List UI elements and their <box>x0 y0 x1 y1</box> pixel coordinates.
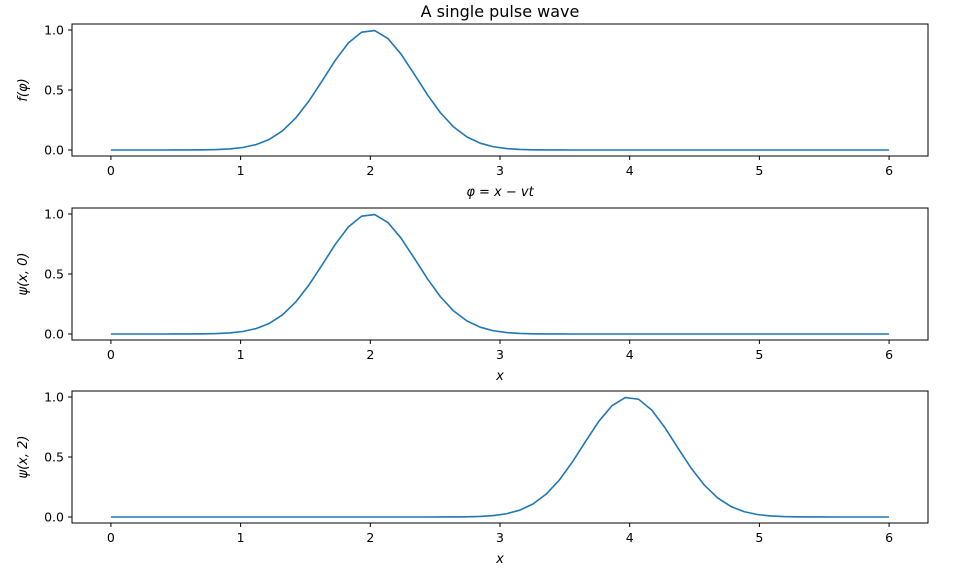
y-tick-label: 1.0 <box>44 390 64 405</box>
x-tick-label: 0 <box>107 347 115 362</box>
chart-panel-2: 0 1 2 3 4 5 6 0.0 0.5 1.0 x ψ(x, 0) <box>16 207 929 384</box>
x-tick-label: 0 <box>107 530 115 545</box>
series-line <box>110 213 890 335</box>
y-tick-label: 0.0 <box>44 327 64 342</box>
x-axis-label: φ = x − vt <box>466 185 534 200</box>
x-tick-label: 4 <box>626 347 634 362</box>
x-tick-label: 4 <box>626 163 634 178</box>
y-tick-label: 0.5 <box>44 83 64 98</box>
x-tick-label: 1 <box>237 530 245 545</box>
x-tick-label: 6 <box>885 530 893 545</box>
x-tick-label: 0 <box>107 163 115 178</box>
x-tick-label: 1 <box>237 347 245 362</box>
x-tick-label: 2 <box>366 530 374 545</box>
x-tick-label: 3 <box>496 347 504 362</box>
y-tick-label: 1.0 <box>44 207 64 222</box>
y-axis-label: f(φ) <box>16 78 31 101</box>
x-tick-label: 4 <box>626 530 634 545</box>
y-tick-label: 0.0 <box>44 510 64 525</box>
y-axis-label: ψ(x, 2) <box>16 436 31 479</box>
chart-title: A single pulse wave <box>421 2 580 21</box>
x-tick-label: 5 <box>755 163 763 178</box>
x-tick-label: 2 <box>366 347 374 362</box>
x-tick-label: 5 <box>755 530 763 545</box>
chart-panel-3: 0 1 2 3 4 5 6 0.0 0.5 1.0 x ψ(x, 2) <box>16 390 929 567</box>
x-axis-label: x <box>495 552 504 567</box>
x-tick-label: 1 <box>237 163 245 178</box>
y-tick-label: 0.0 <box>44 143 64 158</box>
x-tick-label: 3 <box>496 530 504 545</box>
series-line <box>110 29 890 151</box>
y-tick-label: 0.5 <box>44 450 64 465</box>
x-tick-label: 6 <box>885 163 893 178</box>
y-tick-label: 1.0 <box>44 23 64 38</box>
series-line <box>110 396 890 518</box>
x-axis-label: x <box>495 369 504 384</box>
x-tick-label: 5 <box>755 347 763 362</box>
x-tick-label: 3 <box>496 163 504 178</box>
y-axis-label: ψ(x, 0) <box>16 253 31 296</box>
y-tick-label: 0.5 <box>44 267 64 282</box>
x-tick-label: 2 <box>366 163 374 178</box>
chart-panel-1: 0 1 2 3 4 5 6 0.0 0.5 1.0 φ = x − vt f(φ) A single p… <box>16 2 929 200</box>
x-tick-label: 6 <box>885 347 893 362</box>
